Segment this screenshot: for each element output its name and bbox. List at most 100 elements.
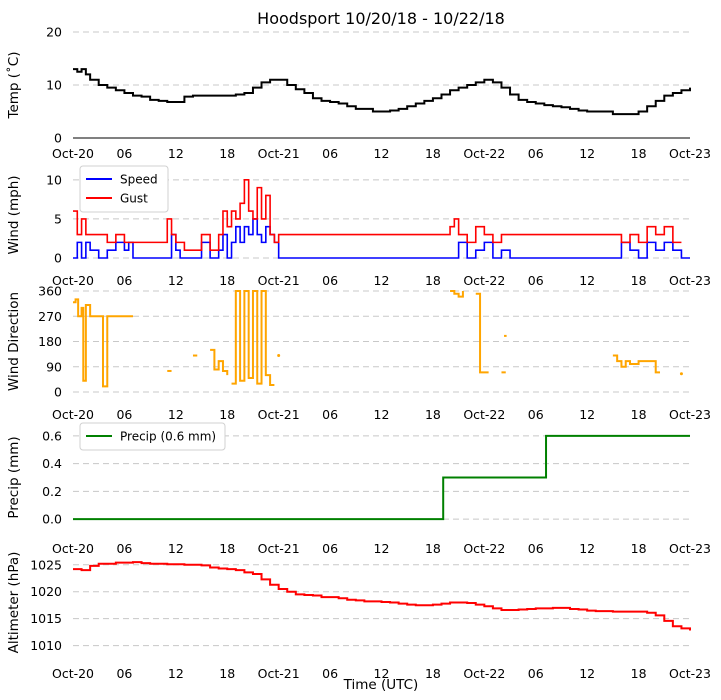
x-tick-label: Oct-23: [669, 146, 711, 161]
x-tick-label: Oct-23: [669, 273, 711, 288]
x-tick-label: Oct-22: [463, 407, 505, 422]
x-tick-label: 18: [219, 666, 235, 681]
y-tick-label: 180: [38, 334, 62, 349]
panel-dir: 0 90 180 270 360 Oct-20 06 12 18 Oct-21 06 12 18 Oct-…: [6, 284, 711, 423]
y-tick-label: 10: [46, 172, 62, 187]
x-tick-label: 12: [168, 407, 184, 422]
series-line-direction: [210, 348, 229, 376]
legend-box: [79, 165, 169, 213]
series-line-direction: [612, 354, 661, 374]
y-tick-label: 1020: [30, 584, 62, 599]
series-point: [679, 372, 683, 376]
x-tick-label: 06: [322, 273, 338, 288]
y-tick-label: 0.0: [42, 512, 62, 527]
y-tick-label: 1015: [30, 611, 62, 626]
series-line-altimeter: [73, 561, 691, 631]
x-tick-label: Oct-22: [463, 666, 505, 681]
legend-label: Gust: [120, 192, 148, 206]
x-tick-label: 06: [116, 146, 132, 161]
y-tick-label: 360: [38, 284, 62, 299]
x-tick-label: Oct-21: [258, 273, 300, 288]
x-tick-label: Oct-21: [258, 666, 300, 681]
legend-label: Speed: [120, 173, 158, 187]
x-tick-label: Oct-20: [52, 541, 94, 556]
x-tick-label: 06: [116, 407, 132, 422]
y-axis-label: Precip (mm): [6, 436, 22, 518]
x-tick-label: 18: [219, 407, 235, 422]
y-tick-label: 0: [54, 251, 62, 266]
x-tick-label: 12: [374, 666, 390, 681]
x-tick-label: 12: [374, 273, 390, 288]
x-tick-label: 18: [631, 146, 647, 161]
x-tick-label: Oct-21: [258, 407, 300, 422]
x-tick-label: 18: [425, 146, 441, 161]
x-tick-label: 06: [116, 666, 132, 681]
x-tick-label: 12: [579, 666, 595, 681]
x-tick-label: 12: [579, 407, 595, 422]
x-tick-label: 06: [322, 407, 338, 422]
x-tick-label: Oct-20: [52, 146, 94, 161]
x-tick-label: Oct-23: [669, 541, 711, 556]
x-tick-label: Oct-23: [669, 666, 711, 681]
x-tick-label: 06: [528, 146, 544, 161]
y-axis-label: Temp (˚C): [5, 52, 22, 120]
y-tick-label: 1010: [30, 638, 62, 653]
series-line-temp: [73, 68, 691, 116]
x-tick-label: 12: [168, 146, 184, 161]
x-tick-label: 18: [219, 273, 235, 288]
x-tick-label: 18: [219, 146, 235, 161]
x-tick-label: 18: [425, 541, 441, 556]
x-tick-label: Oct-22: [463, 146, 505, 161]
y-axis-label: Wind (mph): [6, 175, 22, 254]
x-tick-label: Oct-22: [463, 273, 505, 288]
x-tick-label: Oct-22: [463, 541, 505, 556]
x-tick-label: 18: [425, 666, 441, 681]
x-tick-label: 18: [425, 407, 441, 422]
y-tick-label: 90: [46, 359, 62, 374]
x-tick-label: Oct-23: [669, 407, 711, 422]
x-tick-label: 06: [322, 666, 338, 681]
x-tick-label: Oct-21: [258, 541, 300, 556]
panel-precip: 0.0 0.2 0.4 0.6 Oct-20 06 12 18 Oct-21 06 12 18 Oct-…: [6, 422, 711, 556]
series-line-speed: [73, 218, 690, 259]
x-tick-label: 06: [322, 146, 338, 161]
x-tick-label: 06: [528, 273, 544, 288]
x-tick-label: 12: [579, 541, 595, 556]
series-line-direction: [450, 290, 464, 298]
y-axis-label: Altimeter (hPa): [6, 552, 22, 654]
panel-alt: 1010 1015 1020 1025 Oct-20 06 12 18 Oct-21 06 12 18…: [6, 552, 711, 681]
legend-label: Precip (0.6 mm): [120, 430, 216, 444]
x-tick-label: 12: [579, 146, 595, 161]
y-tick-label: 20: [46, 25, 62, 40]
x-tick-label: 18: [631, 273, 647, 288]
x-tick-label: 06: [528, 407, 544, 422]
x-tick-label: 12: [579, 273, 595, 288]
y-tick-label: 1025: [30, 557, 62, 572]
x-tick-label: Oct-20: [52, 666, 94, 681]
series-line-gust: [73, 179, 682, 251]
legend-box: [79, 422, 226, 451]
x-tick-label: 12: [374, 407, 390, 422]
x-axis-label: Time (UTC): [343, 677, 419, 693]
series-line-direction: [475, 292, 489, 374]
x-tick-label: 12: [374, 541, 390, 556]
x-tick-label: 18: [631, 407, 647, 422]
series-line-direction: [231, 290, 275, 386]
x-tick-label: 18: [425, 273, 441, 288]
x-tick-label: 18: [631, 666, 647, 681]
x-tick-label: 12: [374, 146, 390, 161]
panel-wind: 0 5 10 Oct-20 06 12 18 Oct-21 06 12 18 Oct-22 06 12 18…: [6, 165, 711, 288]
x-tick-label: 12: [168, 541, 184, 556]
series-line-precip-0-6-mm-: [73, 434, 690, 521]
y-tick-label: 5: [54, 211, 62, 226]
y-tick-label: 10: [46, 78, 62, 93]
y-tick-label: 0: [54, 131, 62, 146]
panel-temp: 0 10 20 Oct-20 06 12 18 Oct-21 06 12 18 Oct-22 06 12 1…: [5, 25, 711, 162]
x-tick-label: 06: [322, 541, 338, 556]
x-tick-label: 12: [168, 273, 184, 288]
x-tick-label: Oct-21: [258, 146, 300, 161]
x-tick-label: 06: [116, 541, 132, 556]
x-tick-label: 06: [528, 541, 544, 556]
